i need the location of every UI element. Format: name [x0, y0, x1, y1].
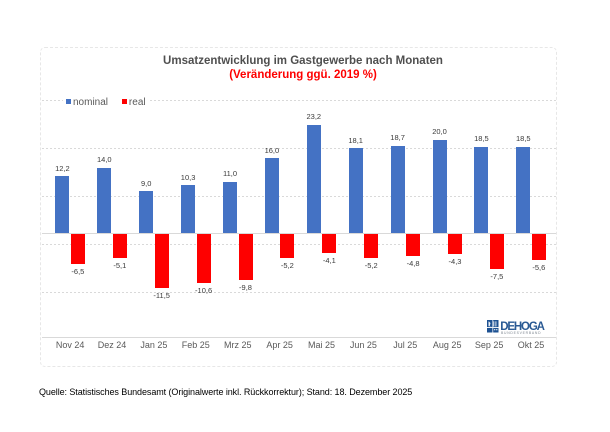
svg-text:BUNDESVERBAND: BUNDESVERBAND [501, 331, 541, 335]
svg-text:DEHOGA: DEHOGA [500, 321, 544, 333]
